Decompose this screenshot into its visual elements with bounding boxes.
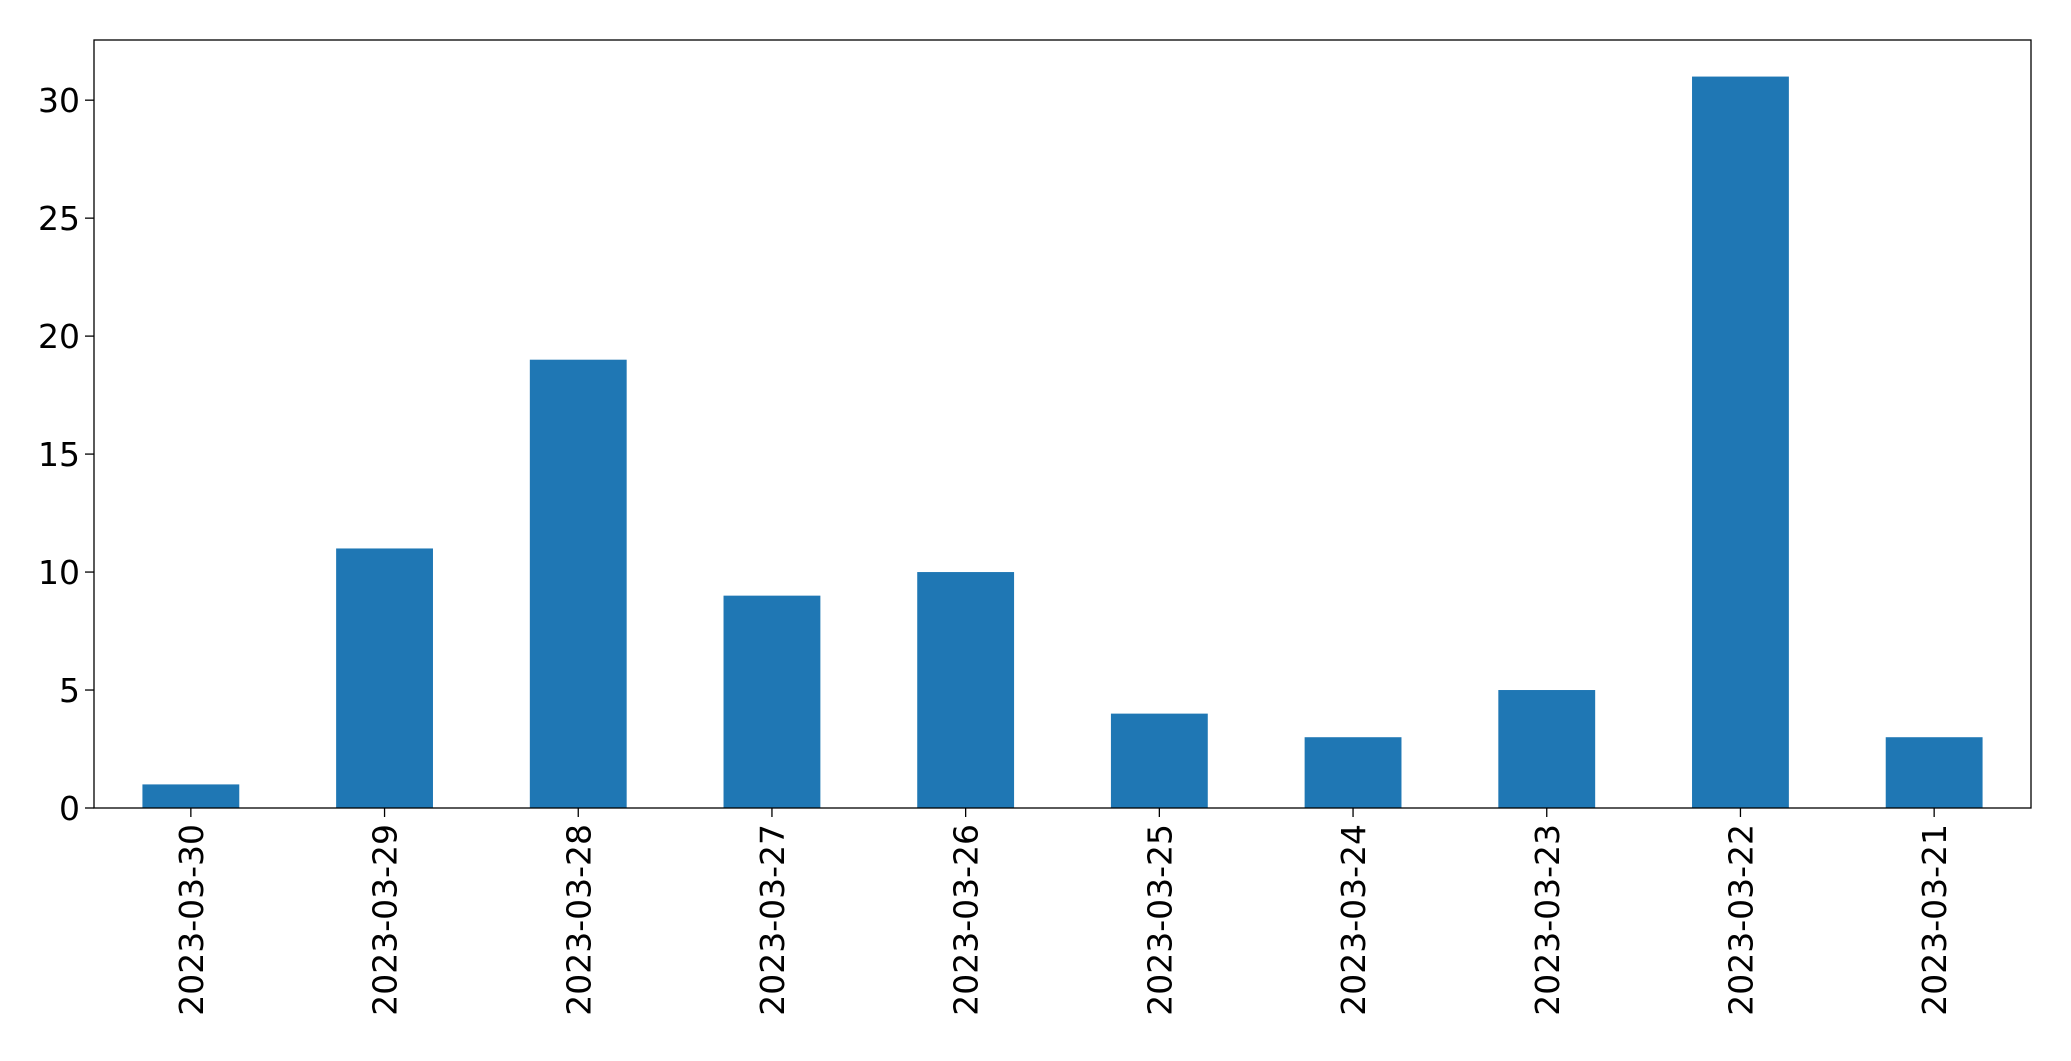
x-tick-label: 2023-03-25 xyxy=(1140,824,1179,1016)
bar xyxy=(529,359,627,808)
bar xyxy=(1692,76,1789,809)
x-tick-label: 2023-03-24 xyxy=(1334,824,1373,1016)
bar xyxy=(1498,690,1596,808)
bar xyxy=(1110,713,1208,808)
axes-frame xyxy=(93,39,2032,809)
bar xyxy=(142,784,240,808)
y-tick-label: 20 xyxy=(38,317,80,356)
x-tick-label: 2023-03-28 xyxy=(559,824,598,1016)
x-tick-label: 2023-03-29 xyxy=(366,824,405,1016)
x-tick-label: 2023-03-23 xyxy=(1528,824,1567,1016)
y-tick-label: 15 xyxy=(38,435,80,474)
x-tick-label: 2023-03-26 xyxy=(947,824,986,1016)
bar xyxy=(917,572,1015,808)
y-tick-label: 0 xyxy=(59,789,80,828)
y-tick-label: 10 xyxy=(38,553,80,592)
plot-area xyxy=(142,76,1983,809)
bar xyxy=(1304,737,1402,808)
bar xyxy=(723,595,821,808)
y-tick-label: 30 xyxy=(38,81,80,120)
x-tick-label: 2023-03-27 xyxy=(753,824,792,1016)
bar xyxy=(1885,737,1983,808)
x-tick-label: 2023-03-21 xyxy=(1915,824,1954,1016)
x-tick-label: 2023-03-30 xyxy=(172,824,211,1016)
x-tick-label: 2023-03-22 xyxy=(1721,824,1760,1016)
bar xyxy=(336,548,433,808)
y-tick-label: 5 xyxy=(59,671,80,710)
y-tick-label: 25 xyxy=(38,199,80,238)
